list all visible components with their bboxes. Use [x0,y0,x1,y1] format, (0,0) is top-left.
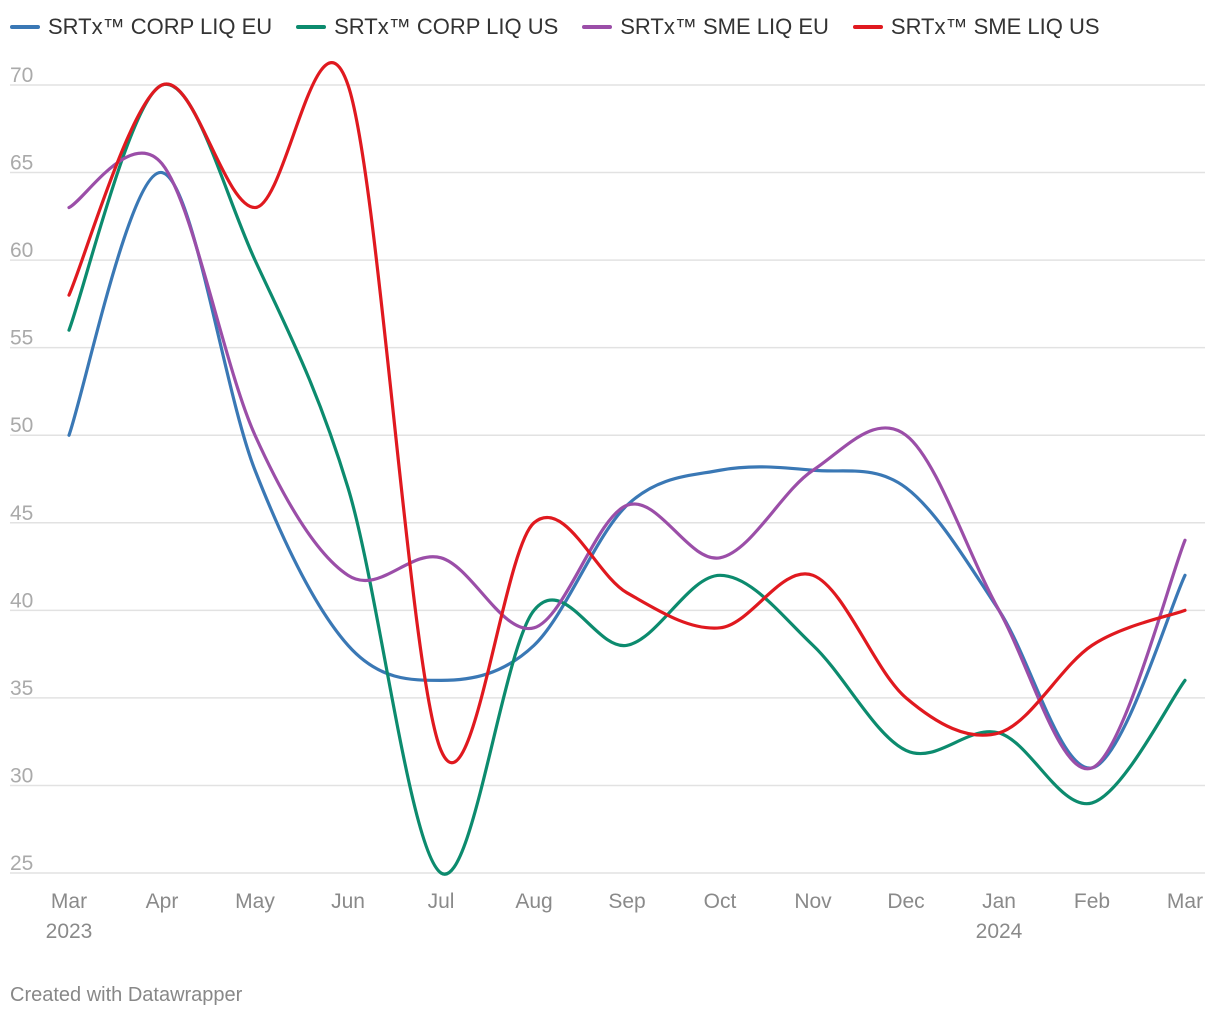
legend-swatch [296,25,327,29]
x-tick-label: Jan [982,890,1016,913]
gridlines [10,84,1205,874]
x-tick-label: Mar [51,890,87,913]
legend-item: SRTx™ CORP LIQ EU [10,14,272,40]
y-tick-label: 70 [10,64,33,87]
y-tick-label: 30 [10,764,33,787]
y-axis-ticks: 25 30 35 40 45 50 55 60 65 70 [10,64,33,875]
footer-credit[interactable]: Created with Datawrapper [10,984,243,1006]
y-tick-label: 60 [10,239,33,262]
x-tick-label: Sep [608,890,645,913]
series-lines [67,61,1187,876]
legend-label: SRTx™ CORP LIQ EU [48,14,273,39]
legend-label: SRTx™ SME LIQ EU [620,14,829,39]
legend-item: SRTx™ SME LIQ US [852,14,1100,40]
legend-swatch [10,25,40,29]
x-year-label: 2024 [976,920,1023,943]
legend-item: SRTx™ CORP LIQ US [296,14,558,40]
y-tick-label: 25 [10,852,33,875]
x-tick-label: Jun [331,890,365,913]
x-tick-label: Feb [1074,890,1110,913]
x-tick-label: Aug [515,890,552,913]
series-line-1 [67,170,1187,770]
y-tick-label: 65 [10,152,33,175]
legend-swatch [582,25,613,29]
x-year-label: 2023 [46,920,93,943]
legend-label: SRTx™ CORP LIQ US [334,14,559,39]
line-chart: 25 30 35 40 45 50 55 60 65 70 Mar Apr May Jun Jul Aug S… [10,61,1205,943]
series-line-2 [67,82,1187,876]
x-tick-label: May [235,890,275,913]
legend-item: SRTx™ SME LIQ EU [582,14,829,40]
y-tick-label: 40 [10,589,33,612]
legend-label: SRTx™ SME LIQ US [890,14,1100,39]
y-tick-label: 55 [10,327,33,350]
y-tick-label: 35 [10,677,33,700]
x-tick-label: Mar [1167,890,1203,913]
x-tick-label: Apr [146,890,179,913]
x-tick-label: Oct [704,890,737,913]
series-line-3 [67,151,1187,771]
y-tick-label: 45 [10,502,33,525]
series-line-4 [67,61,1187,765]
y-tick-label: 50 [10,414,33,437]
chart-legend: SRTx™ CORP LIQ EU SRTx™ CORP LIQ US SRTx™ … [10,14,1100,40]
x-tick-label: Dec [887,890,924,913]
x-axis-ticks: Mar Apr May Jun Jul Aug Sep Oct Nov Dec Jan Feb Mar 2… [46,890,1203,943]
x-tick-label: Nov [794,890,832,913]
legend-swatch [852,25,883,29]
x-tick-label: Jul [428,890,455,913]
